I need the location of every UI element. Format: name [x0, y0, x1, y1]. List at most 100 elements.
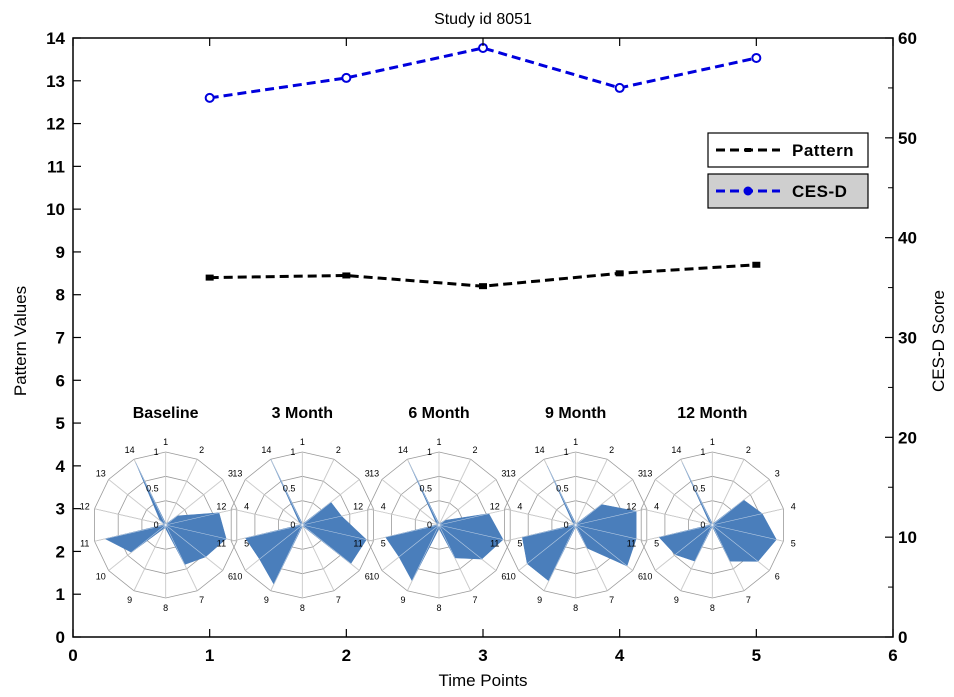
series-lines	[204, 42, 762, 290]
radar-spoke-label: 10	[369, 572, 379, 582]
radar-ring-label: 0.5	[146, 484, 159, 494]
radar-spoke-label: 6	[228, 572, 233, 582]
data-point	[342, 272, 351, 279]
y-tick-label: 5	[56, 414, 65, 433]
radar-spoke-label: 3	[501, 468, 506, 478]
radar-spoke-label: 6	[775, 572, 780, 582]
data-point	[205, 274, 214, 281]
radar-ring-label: 1	[290, 447, 295, 457]
radar-spoke-label: 6	[501, 572, 506, 582]
radar-spoke-label: 14	[671, 445, 681, 455]
radar-spoke-overlay	[302, 508, 374, 526]
radar-title: 12 Month	[677, 405, 747, 422]
radar-spoke-overlay	[575, 459, 608, 526]
radar-spoke-label: 3	[638, 468, 643, 478]
radar-spoke-label: 10	[96, 572, 106, 582]
radar-spoke-label: 4	[244, 502, 249, 512]
radar-spoke-label: 2	[746, 445, 751, 455]
radar-spoke-label: 1	[300, 437, 305, 447]
radar-ring-label: 0	[290, 520, 295, 530]
radar-spoke-overlay	[712, 479, 770, 526]
radar-spoke-label: 11	[80, 538, 89, 548]
radar-spoke-overlay	[575, 508, 647, 526]
radar-spoke-label: 13	[232, 468, 242, 478]
data-point	[614, 82, 625, 93]
radar-spoke-overlay	[438, 508, 511, 526]
y-tick-label-right: 30	[898, 329, 917, 348]
radar-spoke-overlay	[94, 524, 166, 542]
y-tick-label: 0	[56, 628, 65, 647]
y-tick-label-right: 60	[898, 29, 917, 48]
radar-spoke-label: 10	[506, 572, 516, 582]
radar-spoke-overlay	[133, 459, 166, 526]
radar-spoke-label: 8	[163, 603, 168, 613]
y-tick-label-right: 0	[898, 628, 907, 647]
legend-label: CES-D	[792, 182, 847, 201]
radar-spoke-label: 10	[642, 572, 652, 582]
x-tick-label: 2	[342, 646, 351, 665]
radar-spoke-overlay	[680, 459, 713, 526]
x-tick-label: 6	[888, 646, 897, 665]
radar-spoke-overlay	[165, 524, 198, 591]
radar-spoke-label: 14	[125, 445, 135, 455]
radar-spoke-overlay	[680, 524, 713, 591]
radar-spoke-overlay	[712, 524, 784, 542]
radar-spoke-overlay	[575, 524, 647, 542]
radar-spoke-overlay	[245, 479, 303, 526]
y-tick-label-right: 20	[898, 428, 917, 447]
legend: Pattern CES-D	[707, 132, 869, 209]
series-line	[209, 46, 757, 100]
radar-spoke-label: 11	[217, 538, 226, 548]
radar-spoke-overlay	[504, 524, 576, 542]
radar-ring-label: 0	[564, 520, 569, 530]
x-tick-label: 5	[752, 646, 761, 665]
y-tick-label: 6	[56, 371, 65, 390]
radar-spoke-label: 7	[609, 595, 614, 605]
radar-spoke-overlay	[504, 508, 576, 526]
radar-title: 9 Month	[545, 405, 606, 422]
y-tick-label: 13	[46, 72, 65, 91]
legend-label: Pattern	[792, 141, 854, 160]
radar-spoke-label: 12	[490, 502, 500, 512]
radar-spoke-overlay	[438, 524, 497, 571]
radar-spoke-overlay	[302, 524, 360, 571]
radar-spoke-overlay	[641, 524, 713, 542]
y-axis-label-right: CES-D Score	[929, 290, 948, 392]
y-tick-label: 2	[56, 542, 65, 561]
radar-spoke-overlay	[231, 508, 303, 526]
radar-spoke-overlay	[302, 479, 360, 526]
radar-spoke-overlay	[165, 479, 223, 526]
legend-entry: Pattern	[707, 132, 869, 168]
radar-spoke-label: 1	[436, 437, 441, 447]
radar-spoke-label: 12	[216, 502, 226, 512]
y-tick-label-right: 50	[898, 129, 917, 148]
radar-ring-label: 1	[427, 447, 432, 457]
radar-spoke-overlay	[165, 508, 237, 526]
radar-spoke-overlay	[575, 479, 633, 526]
radar-spoke-overlay	[270, 459, 303, 526]
radar-spoke-overlay	[231, 524, 303, 542]
radar-spoke-label: 10	[232, 572, 242, 582]
radar-spoke-label: 2	[199, 445, 204, 455]
radar-spoke-overlay	[165, 459, 198, 526]
radar-spoke-label: 14	[535, 445, 545, 455]
radar-spoke-label: 7	[473, 595, 478, 605]
y-tick-label: 14	[46, 29, 65, 48]
radar-spoke-overlay	[94, 508, 166, 526]
radar-spoke-label: 4	[654, 502, 659, 512]
radar-spoke-label: 8	[300, 603, 305, 613]
radar-spoke-label: 4	[381, 502, 386, 512]
radar-spoke-overlay	[108, 479, 166, 526]
radar-spoke-overlay	[712, 459, 745, 526]
radar-spoke-label: 4	[517, 502, 522, 512]
radar-spoke-label: 1	[710, 437, 715, 447]
radar-spoke-label: 13	[642, 468, 652, 478]
radar-spoke-overlay	[302, 459, 335, 526]
radar-spoke-label: 7	[746, 595, 751, 605]
radar-spoke-overlay	[655, 524, 713, 571]
